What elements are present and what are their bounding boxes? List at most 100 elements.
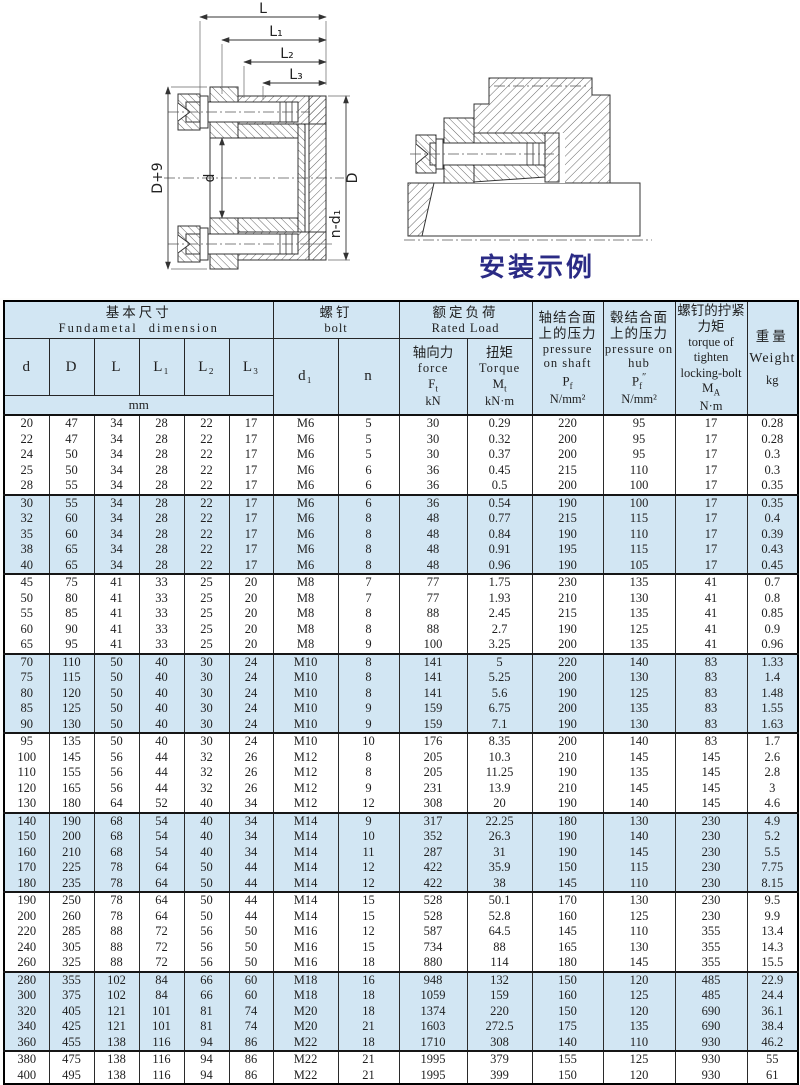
cell: 18 [337,988,400,1004]
cell: 20 [228,590,274,607]
cell: 41 [674,621,748,638]
cell: 38.4 [746,1019,799,1035]
cell: 528 [398,908,468,925]
cell: 50 [228,939,274,956]
cell: 56 [93,749,140,766]
cell: 86 [228,1067,274,1085]
cell: 34 [228,844,274,861]
cell: 6 [337,462,400,479]
cell: 60 [48,526,95,543]
cell: 64 [138,908,185,925]
cell: 52 [138,796,185,813]
cell: 200 [48,829,95,845]
cell: 150 [531,860,604,876]
cell: 260 [3,955,50,972]
cell: 1.63 [746,716,799,734]
cell: 20 [228,606,274,622]
cell: 50 [228,955,274,972]
cell: 1.4 [746,670,799,686]
cell: 83 [674,670,748,686]
cell: 190 [531,557,604,575]
cell: 1.7 [746,732,799,750]
cell: 150 [3,829,50,845]
cell: M12 [272,780,339,797]
cell: M18 [272,988,339,1004]
cell: 47 [48,415,95,432]
cell: 190 [48,811,95,830]
cell: 22 [183,415,230,432]
cell: 141 [398,670,468,686]
cell: 26 [228,780,274,797]
cell: 22.9 [746,970,799,989]
cell: 175 [531,1019,604,1035]
cell: 210 [531,780,604,797]
cell: 230 [674,891,748,909]
cell: 94 [183,1067,230,1085]
cell: 325 [48,955,95,972]
cell: 34 [228,829,274,845]
cell: 22 [183,542,230,558]
cell: 8 [337,621,400,638]
cell: 1710 [398,1034,468,1052]
table-row: 100 145 56 44 32 26 M12 8 205 10.3 210 145 145 2.6 [3,749,799,766]
cell: 190 [531,493,604,512]
cell: 5 [337,431,400,448]
cell: M10 [272,701,339,717]
cell: 230 [674,829,748,845]
cell: 40 [138,652,185,671]
cell: 12 [337,860,400,876]
cell: 17 [674,542,748,558]
col-L2: L₂ [183,337,230,397]
cell: 81 [183,1019,230,1035]
cell: 0.96 [466,557,533,575]
cell: 180 [3,875,50,893]
cell: 14.3 [746,939,799,956]
cell: 9 [337,716,400,734]
cell: 24 [228,716,274,734]
cell: 77 [398,590,468,607]
cell: 41 [674,606,748,622]
cell: M14 [272,844,339,861]
cell: 28 [138,431,185,448]
cell: 272.5 [466,1019,533,1035]
cell: 355 [674,924,748,940]
cell: M6 [272,478,339,495]
cell: 64 [138,875,185,893]
col-L1: L₁ [138,337,185,397]
cell: 41 [93,590,140,607]
cell: M14 [272,860,339,876]
cell: 90 [48,621,95,638]
cell: 100 [602,493,676,512]
cell: 61 [746,1067,799,1085]
cell: 159 [398,716,468,734]
cell: 86 [228,1050,274,1068]
table-row: 300 375 102 84 66 60 M18 18 1059 159 160 125 485 24.4 [3,988,799,1004]
col-L: L [93,337,140,397]
cell: 930 [674,1050,748,1068]
cell: 88 [93,955,140,972]
cell: 20 [228,637,274,654]
cell: 8 [337,542,400,558]
cell: 40 [138,716,185,734]
cell: 135 [48,732,95,750]
cell: 100 [3,749,50,766]
cell: 34 [93,511,140,527]
table-row: 85 125 50 40 30 24 M10 9 159 6.75 200 135 83 1.55 [3,701,799,717]
cell: 20 [3,415,50,432]
cell: 159 [398,701,468,717]
cell: 85 [48,606,95,622]
cell: 140 [3,811,50,830]
cell: M20 [272,1019,339,1035]
cell: M6 [272,415,339,432]
cell: 734 [398,939,468,956]
cell: 41 [93,637,140,654]
cell: 17 [228,462,274,479]
cell: 15 [337,939,400,956]
cell: 0.9 [746,621,799,638]
cell: 32 [183,749,230,766]
cell: 8 [337,749,400,766]
cell: 86 [228,1034,274,1052]
cell: 72 [138,924,185,940]
cell: 200 [3,908,50,925]
cell: 28 [138,415,185,432]
